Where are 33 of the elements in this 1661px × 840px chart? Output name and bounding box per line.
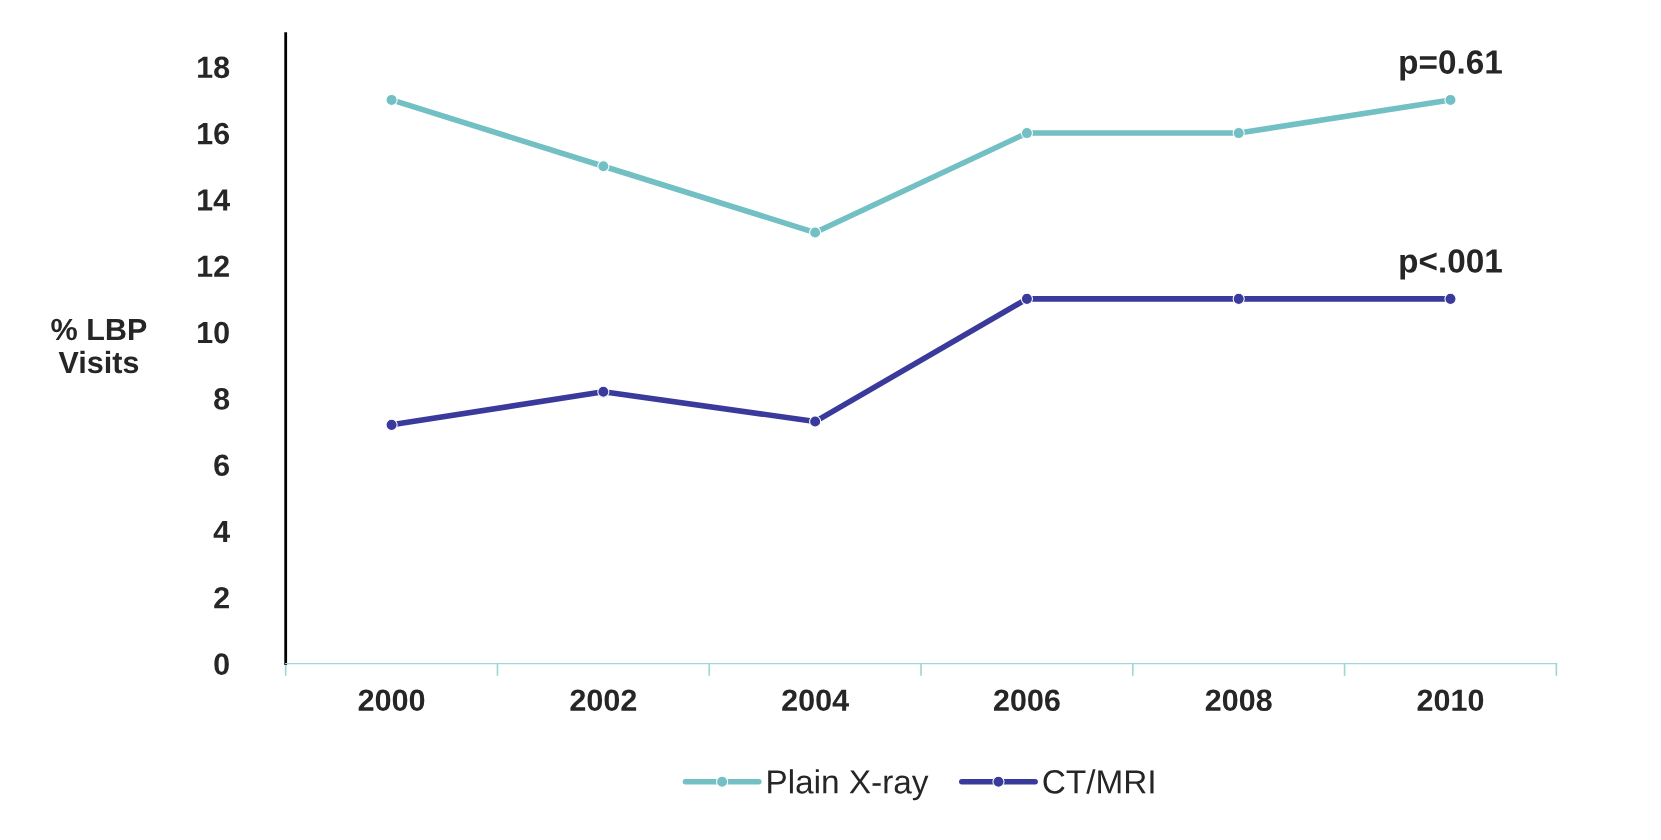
x-tick-label: 2000 xyxy=(358,689,425,712)
point xyxy=(1232,127,1245,140)
point xyxy=(385,93,398,106)
x-tick-label: 2006 xyxy=(993,689,1060,712)
y-tick-label: 16 xyxy=(198,122,230,145)
point xyxy=(1020,127,1033,140)
y-tick-label: 8 xyxy=(214,388,230,410)
point xyxy=(597,385,610,398)
x-tick-label: 2010 xyxy=(1417,689,1484,712)
point xyxy=(1444,292,1457,305)
point xyxy=(809,226,822,239)
annotation: p<.001 xyxy=(1400,249,1502,280)
legend-label: Plain X-ray xyxy=(768,769,929,801)
point xyxy=(1232,292,1245,305)
y-tick-label: 18 xyxy=(198,56,230,79)
point xyxy=(385,418,398,431)
legend-label: CT/MRI xyxy=(1043,769,1154,794)
y-tick-label: 14 xyxy=(198,189,230,211)
y-tick-label: 12 xyxy=(198,255,229,277)
y-tick-label: 10 xyxy=(198,321,229,344)
y-tick-label: 4 xyxy=(213,521,230,543)
point xyxy=(1020,292,1033,305)
point xyxy=(1444,93,1457,106)
y-tick-label: 2 xyxy=(214,587,229,609)
y-tick-label: 0 xyxy=(214,653,229,675)
y-tick-label: 6 xyxy=(214,454,230,477)
point xyxy=(809,415,822,428)
point xyxy=(597,160,610,173)
y-axis-title: % LBP Visits xyxy=(51,318,147,374)
x-tick-label: 2002 xyxy=(570,689,637,712)
x-tick-label: 2008 xyxy=(1205,689,1272,712)
x-tick-label: 2004 xyxy=(782,689,849,712)
annotation: p=0.61 xyxy=(1400,50,1502,81)
